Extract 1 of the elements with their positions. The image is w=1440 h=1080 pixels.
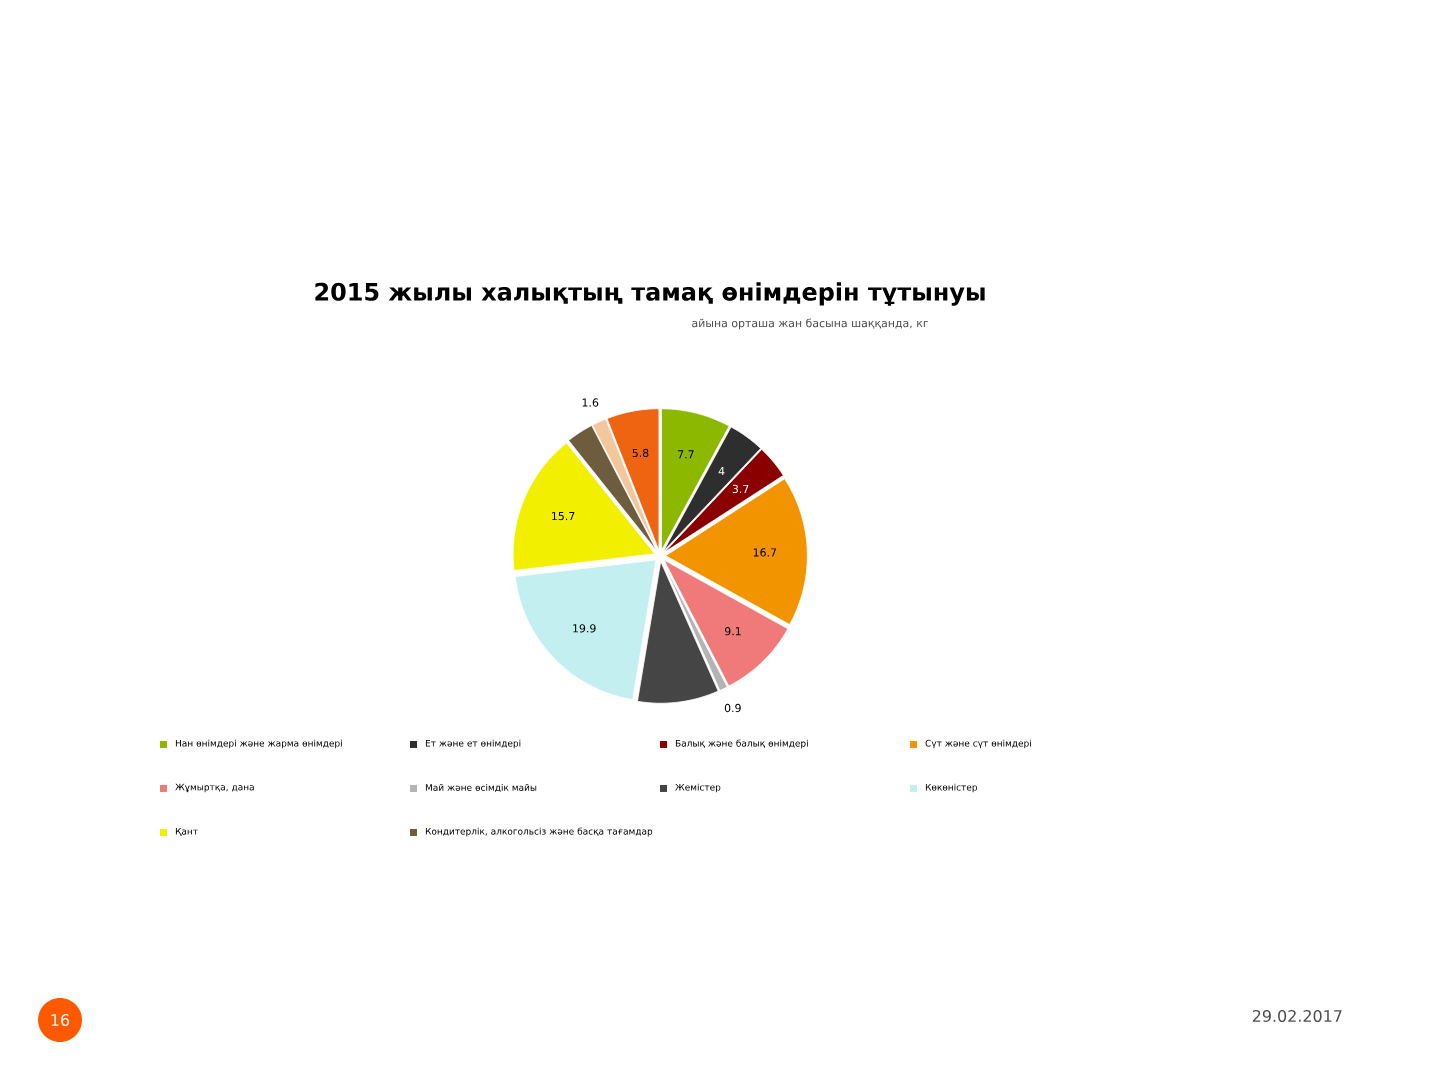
chart-title: 2015 жылы халықтың тамақ өнімдерін тұтынуы [315, 282, 985, 306]
